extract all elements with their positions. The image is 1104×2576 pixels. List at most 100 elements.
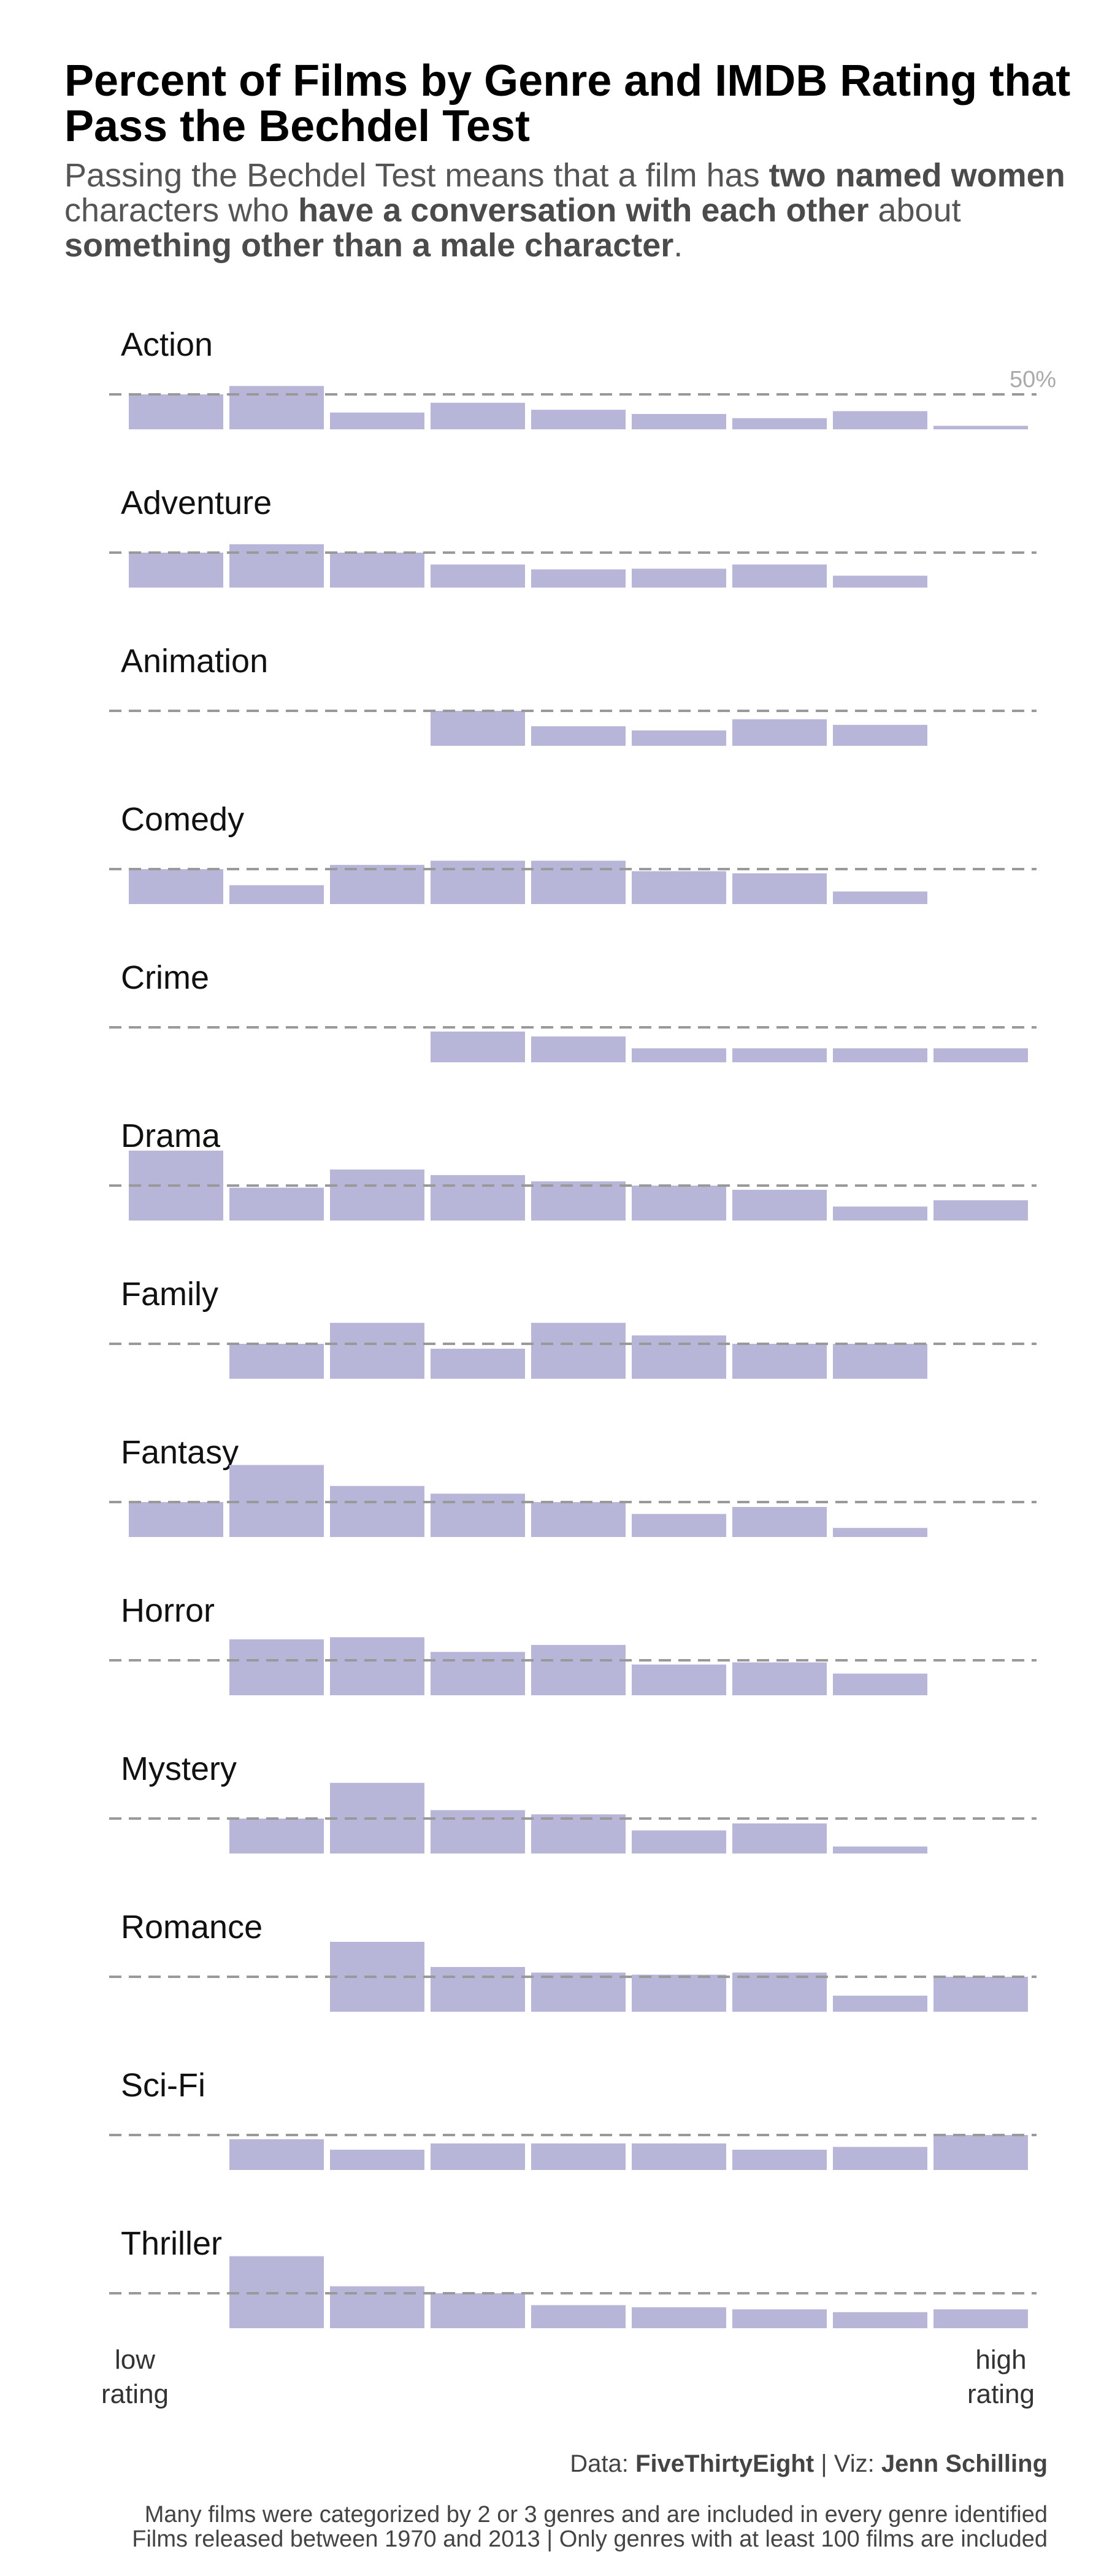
bar-horror-7: [732, 1662, 827, 1695]
bar-animation-7: [732, 719, 827, 746]
panel-comedy: Comedy: [109, 801, 1037, 904]
bar-action-9: [933, 426, 1028, 429]
panel-sci-fi: Sci-Fi: [109, 2067, 1037, 2170]
genre-label-action: Action: [121, 326, 213, 363]
subtitle-bold-1: two named women: [769, 157, 1065, 194]
bar-family-4: [431, 1348, 525, 1379]
bar-comedy-7: [732, 873, 827, 904]
bar-thriller-7: [732, 2309, 827, 2328]
bar-mystery-4: [431, 1810, 525, 1853]
bar-crime-6: [632, 1048, 726, 1062]
bar-sci-fi-8: [833, 2147, 927, 2170]
subtitle-bold-3: something other than a male character: [64, 227, 674, 264]
panel-adventure: Adventure: [109, 485, 1037, 588]
bar-drama-6: [632, 1186, 726, 1221]
bar-sci-fi-4: [431, 2143, 525, 2170]
bar-animation-6: [632, 730, 726, 746]
subtitle-part-4: .: [673, 227, 683, 264]
bar-horror-8: [833, 1673, 927, 1695]
bar-romance-7: [732, 1972, 827, 2012]
bar-romance-9: [933, 1977, 1028, 2012]
source-credit: Data: FiveThirtyEight | Viz: Jenn Schill…: [570, 2450, 1048, 2478]
bar-adventure-6: [632, 569, 726, 588]
genre-label-romance: Romance: [121, 1909, 263, 1945]
bar-fantasy-4: [431, 1493, 525, 1537]
bar-animation-4: [431, 711, 525, 746]
footnote-years: Films released between 1970 and 2013 | O…: [132, 2526, 1048, 2552]
bar-comedy-5: [531, 861, 626, 904]
panel-crime: Crime: [109, 959, 1037, 1062]
genre-label-family: Family: [121, 1276, 218, 1313]
x-axis-high-label: high rating: [967, 2345, 1035, 2409]
genre-label-mystery: Mystery: [121, 1750, 237, 1787]
bar-comedy-4: [431, 861, 525, 904]
bar-fantasy-6: [632, 1514, 726, 1537]
bar-adventure-8: [833, 575, 927, 588]
bar-crime-4: [431, 1031, 525, 1062]
viz-prefix: | Viz:: [814, 2450, 881, 2477]
bar-crime-9: [933, 1048, 1028, 1062]
bar-romance-8: [833, 1995, 927, 2012]
bar-action-6: [632, 413, 726, 429]
bar-action-3: [330, 412, 424, 429]
bar-family-6: [632, 1335, 726, 1379]
bar-sci-fi-2: [229, 2139, 324, 2170]
reference-label-50: 50%: [1010, 367, 1056, 393]
genre-label-crime: Crime: [121, 959, 209, 996]
bar-comedy-6: [632, 871, 726, 904]
panel-thriller: Thriller: [109, 2225, 1037, 2328]
panel-romance: Romance: [109, 1909, 1037, 2012]
subtitle-part-2: characters who: [64, 192, 299, 229]
genre-label-horror: Horror: [121, 1592, 215, 1629]
subtitle-bold-2: have a conversation with each other: [298, 192, 869, 229]
bar-drama-5: [531, 1181, 626, 1221]
subtitle-part-3: about: [868, 192, 961, 229]
bar-drama-7: [732, 1189, 827, 1221]
genre-label-fantasy: Fantasy: [121, 1434, 239, 1471]
bar-romance-6: [632, 1974, 726, 2012]
bar-family-8: [833, 1344, 927, 1379]
bar-action-2: [229, 386, 324, 429]
bar-comedy-8: [833, 891, 927, 904]
bar-adventure-2: [229, 544, 324, 588]
bar-crime-8: [833, 1048, 927, 1062]
bar-adventure-3: [330, 553, 424, 588]
bar-mystery-8: [833, 1846, 927, 1853]
bar-family-2: [229, 1344, 324, 1379]
bar-family-5: [531, 1322, 626, 1379]
bar-thriller-8: [833, 2312, 927, 2328]
bar-drama-9: [933, 1200, 1028, 1221]
panel-family: Family: [109, 1276, 1037, 1379]
panel-fantasy: Fantasy: [109, 1434, 1037, 1537]
genre-label-comedy: Comedy: [121, 801, 244, 838]
bar-action-4: [431, 402, 525, 429]
bar-horror-4: [431, 1652, 525, 1695]
bar-adventure-4: [431, 564, 525, 588]
bar-fantasy-3: [330, 1485, 424, 1537]
bar-drama-3: [330, 1169, 424, 1221]
bar-family-7: [732, 1344, 827, 1379]
bar-thriller-4: [431, 2293, 525, 2328]
bar-sci-fi-9: [933, 2135, 1028, 2170]
genre-label-adventure: Adventure: [121, 485, 272, 521]
bar-adventure-5: [531, 569, 626, 588]
bar-fantasy-8: [833, 1528, 927, 1537]
bar-fantasy-5: [531, 1502, 626, 1537]
bar-mystery-6: [632, 1830, 726, 1853]
bar-fantasy-1: [129, 1502, 223, 1537]
bar-adventure-1: [129, 553, 223, 588]
bar-mystery-5: [531, 1814, 626, 1853]
bar-sci-fi-6: [632, 2143, 726, 2170]
genre-label-sci-fi: Sci-Fi: [121, 2067, 205, 2104]
bar-adventure-7: [732, 564, 827, 588]
bar-sci-fi-3: [330, 2149, 424, 2170]
panel-animation: Animation: [109, 643, 1037, 746]
bar-sci-fi-7: [732, 2149, 827, 2170]
data-source: FiveThirtyEight: [635, 2450, 815, 2477]
panel-mystery: Mystery: [109, 1750, 1037, 1853]
subtitle-part-1: Passing the Bechdel Test means that a fi…: [64, 157, 769, 194]
bar-action-1: [129, 394, 223, 429]
bar-romance-4: [431, 1967, 525, 2012]
